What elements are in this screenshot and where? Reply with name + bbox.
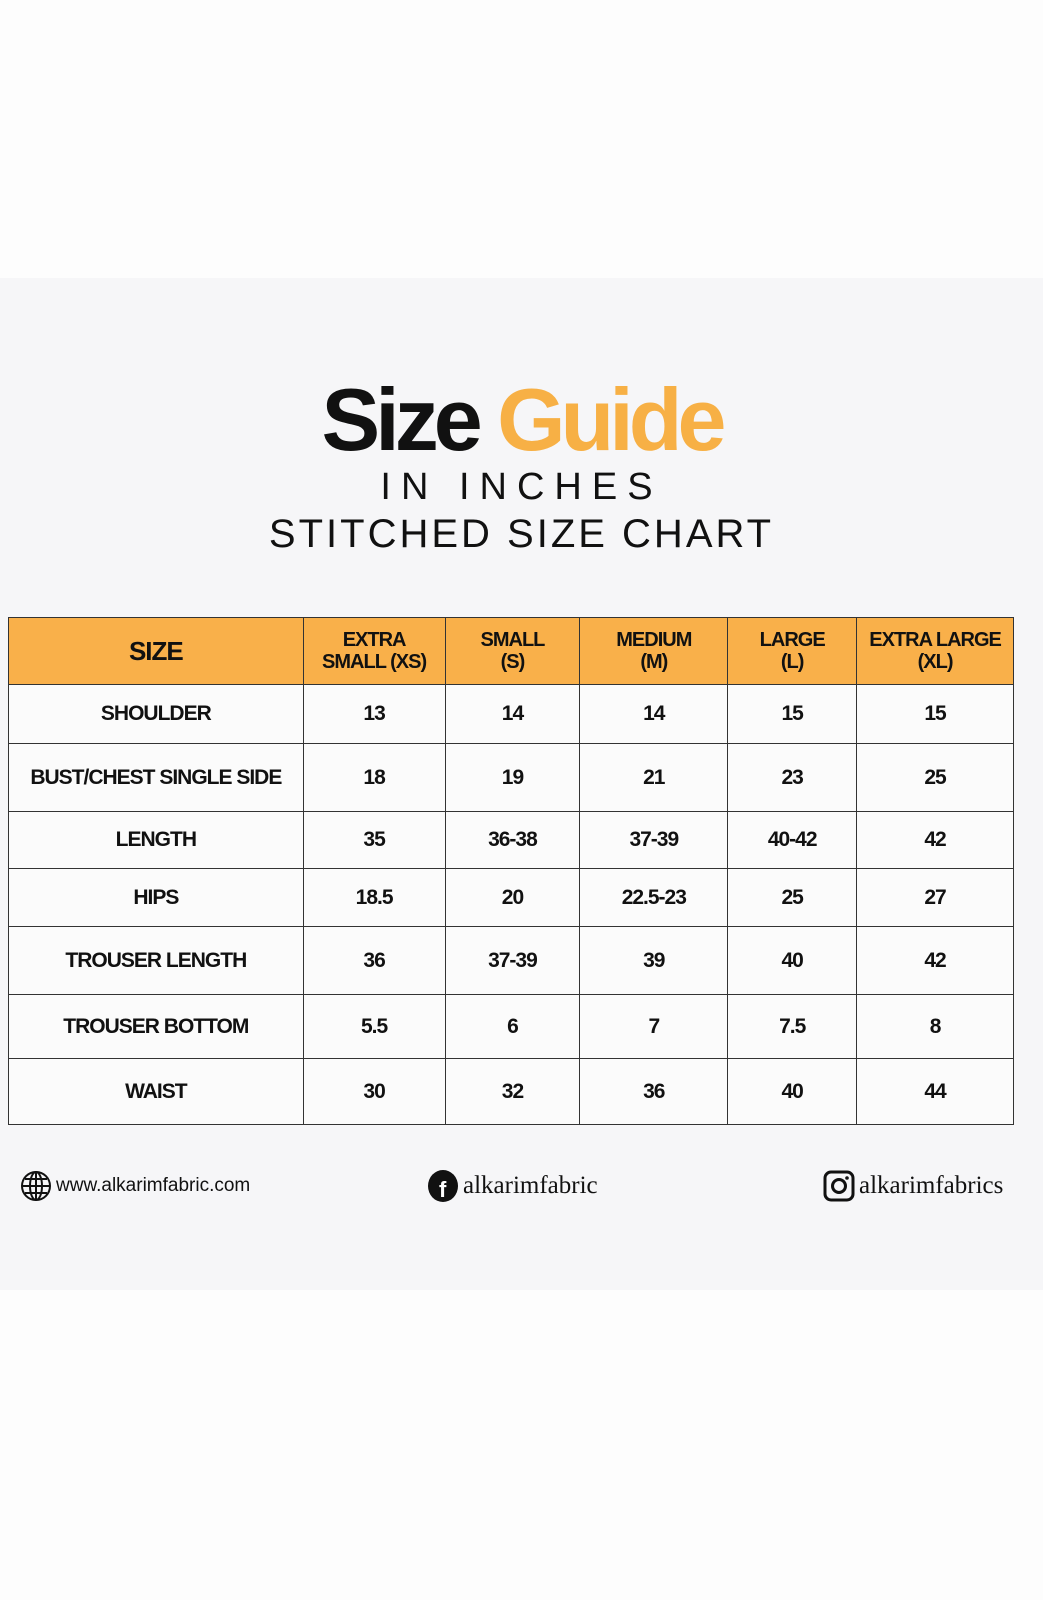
measurement-label: TROUSER LENGTH <box>8 926 304 995</box>
measurement-value: 18 <box>302 743 446 812</box>
measurement-value: 27 <box>856 868 1014 927</box>
measurement-value: 7 <box>579 994 729 1059</box>
header-line: SIZE <box>128 636 184 666</box>
size-table: SIZE EXTRA SMALL (XS) SMALL (S) MEDIUM (M) LARG… <box>8 617 1014 1125</box>
measurement-label: SHOULDER <box>8 684 304 744</box>
header-line: (S) <box>500 651 526 673</box>
instagram-link[interactable]: alkarimfabrics <box>823 1168 1003 1204</box>
measurement-value: 32 <box>444 1058 581 1125</box>
header-line: LARGE <box>759 629 826 651</box>
measurement-value: 30 <box>302 1058 446 1125</box>
measurement-value: 8 <box>856 994 1014 1059</box>
header-line: (XL) <box>917 651 954 673</box>
header-line: MEDIUM <box>616 629 692 651</box>
measurement-value: 14 <box>579 684 729 744</box>
table-row: BUST/CHEST SINGLE SIDE 18 19 21 23 25 <box>8 743 1014 812</box>
column-header: EXTRA SMALL (XS) <box>302 617 446 685</box>
table-row: LENGTH 35 36-38 37-39 40-42 42 <box>8 811 1014 869</box>
facebook-link[interactable]: f alkarimfabric <box>427 1168 598 1204</box>
instagram-text: alkarimfabrics <box>859 1172 1004 1199</box>
measurement-value: 20 <box>444 868 581 927</box>
measurement-value: 36 <box>579 1058 729 1125</box>
measurement-value: 5.5 <box>302 994 446 1059</box>
measurement-value: 18.5 <box>302 868 446 927</box>
measurement-label: HIPS <box>8 868 304 927</box>
measurement-label: WAIST <box>8 1058 304 1125</box>
measurement-value: 7.5 <box>727 994 858 1059</box>
column-header: SMALL (S) <box>444 617 581 685</box>
facebook-text: alkarimfabric <box>463 1172 598 1199</box>
measurement-value: 44 <box>856 1058 1014 1125</box>
table-row: SHOULDER 13 14 14 15 15 <box>8 684 1014 744</box>
measurement-value: 22.5-23 <box>579 868 729 927</box>
measurement-value: 14 <box>444 684 581 744</box>
website-link[interactable]: www.alkarimfabric.com <box>20 1168 250 1204</box>
measurement-value: 19 <box>444 743 581 812</box>
measurement-value: 25 <box>856 743 1014 812</box>
measurement-value: 42 <box>856 926 1014 995</box>
column-header: LARGE (L) <box>727 617 858 685</box>
measurement-value: 21 <box>579 743 729 812</box>
svg-text:f: f <box>439 1177 447 1202</box>
measurement-value: 36 <box>302 926 446 995</box>
measurement-value: 35 <box>302 811 446 869</box>
measurement-label: BUST/CHEST SINGLE SIDE <box>8 743 304 812</box>
chart-title: STITCHED SIZE CHART <box>268 512 775 556</box>
column-header: EXTRA LARGE (XL) <box>856 617 1014 685</box>
measurement-label: LENGTH <box>8 811 304 869</box>
measurement-value: 40 <box>727 926 858 995</box>
table-row: TROUSER LENGTH 36 37-39 39 40 42 <box>8 926 1014 995</box>
page-title: Size Guide <box>0 370 1043 470</box>
measurement-value: 39 <box>579 926 729 995</box>
column-header: SIZE <box>8 617 304 685</box>
measurement-value: 6 <box>444 994 581 1059</box>
column-header: MEDIUM (M) <box>579 617 729 685</box>
title-guide: Guide <box>497 370 726 469</box>
header-line: EXTRA LARGE <box>869 629 1002 651</box>
unit-subtitle: IN INCHES <box>380 466 663 508</box>
header-line: SMALL <box>480 629 546 651</box>
instagram-icon <box>823 1170 855 1202</box>
measurement-value: 25 <box>727 868 858 927</box>
header-line: SMALL (XS) <box>322 651 427 673</box>
title-size: Size <box>321 370 483 469</box>
website-text: www.alkarimfabric.com <box>56 1175 251 1196</box>
measurement-value: 37-39 <box>444 926 581 995</box>
measurement-value: 15 <box>727 684 858 744</box>
header-line: (M) <box>640 651 668 673</box>
measurement-value: 23 <box>727 743 858 812</box>
measurement-value: 40 <box>727 1058 858 1125</box>
table-row: TROUSER BOTTOM 5.5 6 7 7.5 8 <box>8 994 1014 1059</box>
table-row: WAIST 30 32 36 40 44 <box>8 1058 1014 1125</box>
globe-icon <box>21 1171 51 1201</box>
table-row: HIPS 18.5 20 22.5-23 25 27 <box>8 868 1014 927</box>
facebook-icon: f <box>428 1170 458 1202</box>
measurement-value: 15 <box>856 684 1014 744</box>
header-line: (L) <box>780 651 805 673</box>
measurement-value: 37-39 <box>579 811 729 869</box>
measurement-value: 42 <box>856 811 1014 869</box>
measurement-value: 36-38 <box>444 811 581 869</box>
measurement-value: 13 <box>302 684 446 744</box>
measurement-label: TROUSER BOTTOM <box>8 994 304 1059</box>
measurement-value: 40-42 <box>727 811 858 869</box>
header-line: EXTRA <box>342 629 407 651</box>
